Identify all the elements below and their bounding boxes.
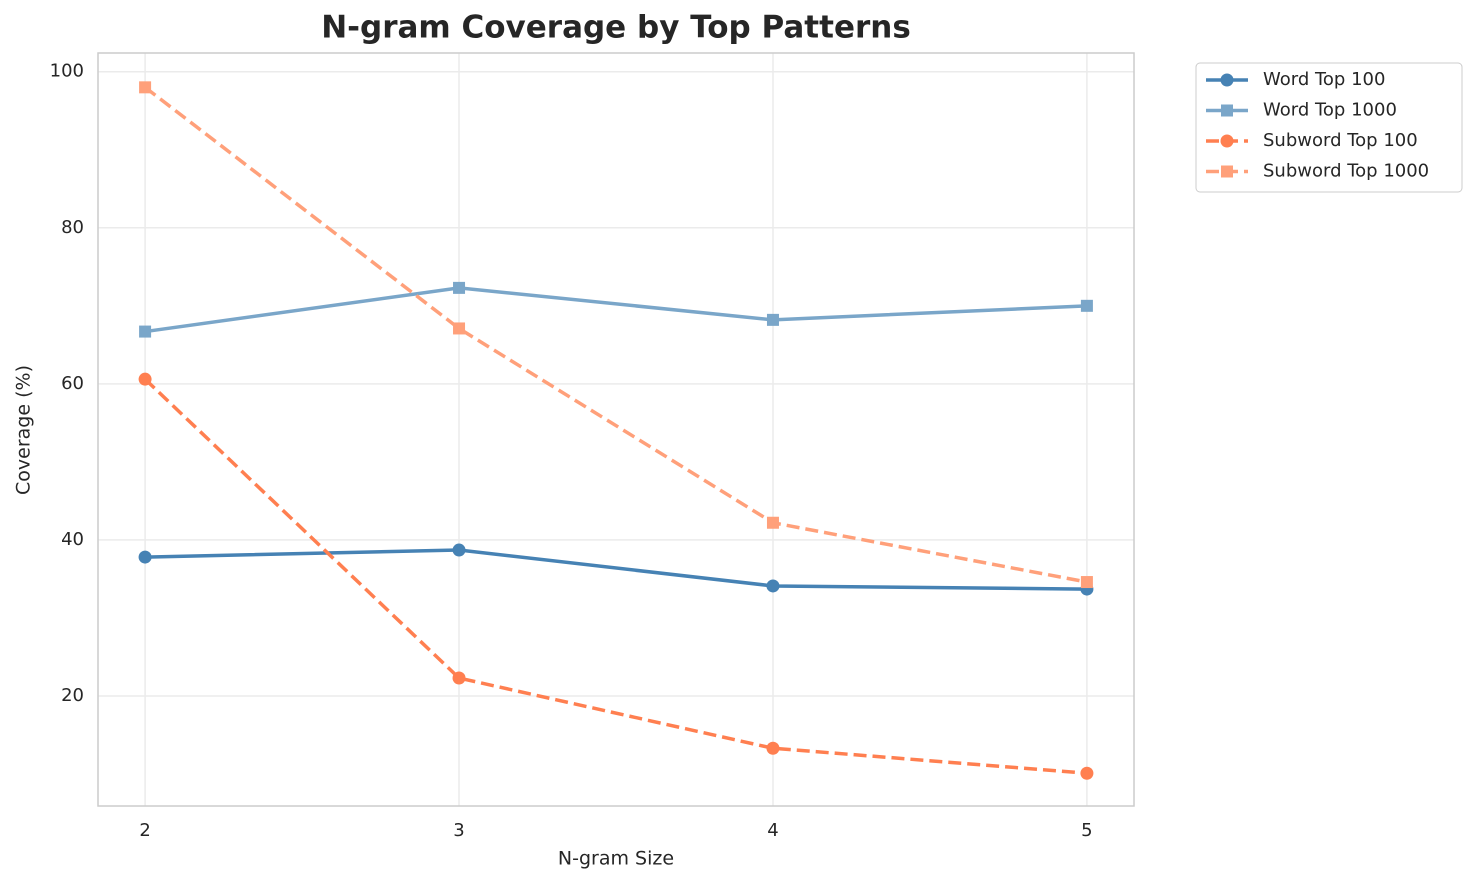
legend-label: Subword Top 100 xyxy=(1263,130,1418,151)
y-tick-label: 40 xyxy=(61,529,84,550)
marker xyxy=(1220,134,1234,148)
marker xyxy=(1080,299,1093,312)
y-tick-label: 100 xyxy=(50,61,84,82)
marker xyxy=(766,579,780,593)
marker xyxy=(766,741,780,755)
y-tick-label: 80 xyxy=(61,217,84,238)
legend-label: Subword Top 1000 xyxy=(1263,161,1429,182)
line xyxy=(143,377,1088,775)
marker xyxy=(1080,576,1093,589)
x-tick-label: 2 xyxy=(139,820,150,841)
x-tick-label: 4 xyxy=(767,820,778,841)
plot-frame xyxy=(97,52,1135,807)
line xyxy=(144,286,1087,334)
y-tick-label: 20 xyxy=(61,685,84,706)
marker xyxy=(766,313,779,326)
marker xyxy=(138,372,152,386)
marker xyxy=(1080,766,1094,780)
marker xyxy=(452,543,466,557)
y-axis-label: Coverage (%) xyxy=(13,365,35,495)
line xyxy=(145,548,1087,591)
chart-title: N-gram Coverage by Top Patterns xyxy=(321,10,911,46)
marker xyxy=(766,516,779,529)
line xyxy=(144,85,1088,584)
marker xyxy=(1221,104,1233,117)
marker xyxy=(452,671,466,685)
marker xyxy=(1220,73,1234,87)
marker xyxy=(139,81,152,94)
x-tick-label: 5 xyxy=(1081,820,1092,841)
legend-box xyxy=(1195,62,1463,193)
marker xyxy=(138,550,152,564)
marker xyxy=(453,322,466,335)
x-tick-label: 3 xyxy=(453,820,464,841)
legend-label: Word Top 100 xyxy=(1263,69,1385,90)
marker xyxy=(453,281,466,294)
x-axis-label: N-gram Size xyxy=(558,848,674,870)
y-tick-label: 60 xyxy=(61,373,84,394)
marker xyxy=(139,325,152,338)
marker xyxy=(1221,165,1233,178)
legend-label: Word Top 1000 xyxy=(1263,100,1397,121)
